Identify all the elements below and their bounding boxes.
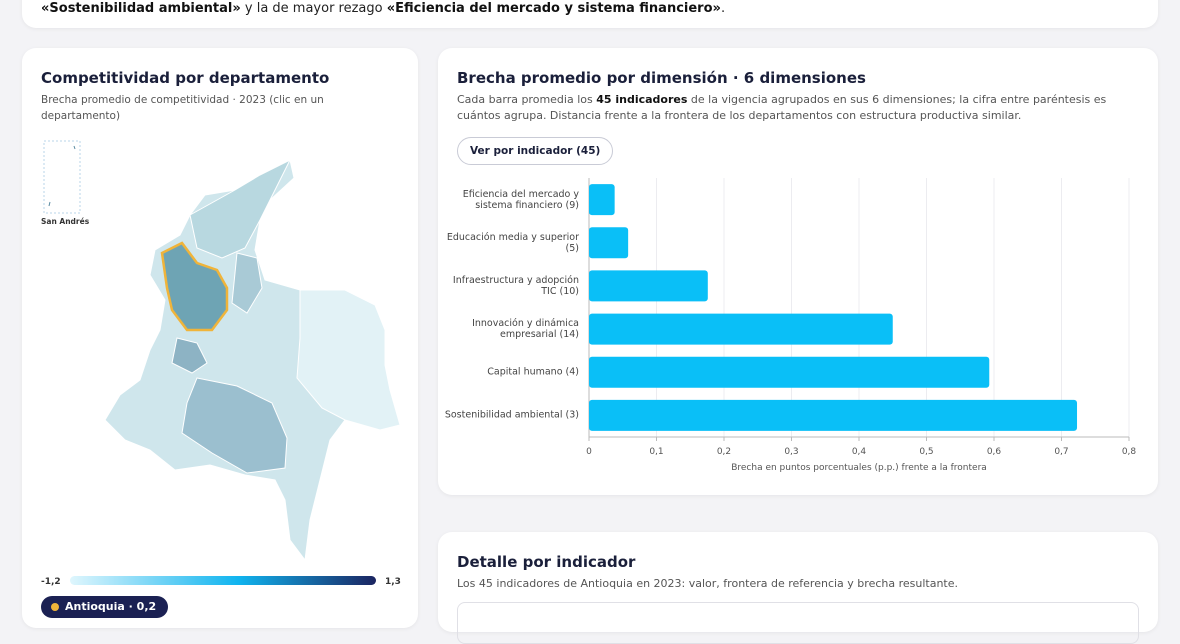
text-span: «Eficiencia del mercado y sistema financ… [386, 1, 721, 16]
inset-frame [43, 140, 81, 214]
text-span: Cada barra promedia los [457, 93, 597, 106]
page: «Sostenibilidad ambiental» y la de mayor… [22, 0, 1158, 644]
indicator-toggle-button[interactable]: Ver por indicador (45) [457, 137, 614, 165]
summary-text: «Sostenibilidad ambiental» y la de mayor… [41, 1, 725, 16]
selected-pill[interactable]: Antioquia · 0,2 [41, 596, 169, 618]
chart-title: Brecha promedio por dimensión · 6 dimens… [457, 69, 866, 87]
selected-dot [51, 603, 59, 611]
detail-subtitle: Los 45 indicadores de Antioquia en 2023:… [457, 577, 958, 590]
chart-subtitle: Cada barra promedia los 45 indicadores d… [457, 92, 1137, 124]
y-tick-label: Eficiencia del mercado y sistema financi… [462, 188, 579, 211]
map-title: Competitividad por departamento [41, 69, 330, 87]
inset-islands [48, 145, 76, 207]
y-tick-label: Sostenibilidad ambiental (3) [444, 409, 579, 421]
map: San Andrés -1,2 1,3 [41, 140, 401, 587]
text-span: . [720, 1, 726, 16]
detail-title: Detalle por indicador [457, 553, 636, 571]
text-span: de la vigencia agrupados en sus 6 dimens… [457, 93, 1107, 122]
y-tick-label: Capital humano (4) [487, 366, 579, 378]
selected-region [160, 241, 229, 332]
map-subtitle: Brecha promedio de competitividad · 2023… [41, 94, 324, 122]
text-span: «Sostenibilidad ambiental» [41, 1, 241, 16]
chart-card: Brecha promedio por dimensión · 6 dimens… [438, 48, 1158, 495]
detail-table-frame [457, 602, 1139, 644]
region-east [296, 289, 401, 431]
map-card: Competitividad por departamento Brecha p… [22, 48, 418, 628]
summary-card: «Sostenibilidad ambiental» y la de mayor… [22, 0, 1158, 28]
legend-max: 1,3 [385, 577, 401, 587]
y-tick-label: Innovación y dinámica empresarial (14) [472, 318, 579, 341]
legend-bar [70, 576, 376, 585]
detail-card: Detalle por indicador Los 45 indicadores… [438, 532, 1158, 644]
inset-label: San Andrés [41, 217, 90, 226]
region-central [231, 252, 263, 314]
y-tick-label: Educación media y superior (5) [446, 231, 579, 254]
legend-min: -1,2 [41, 577, 61, 587]
region-coffee [171, 337, 208, 374]
text-span: y la de mayor rezago [240, 1, 387, 16]
y-tick-label: Infraestructura y adopción TIC (10) [452, 274, 579, 297]
region-north [189, 158, 292, 259]
region-south [181, 377, 288, 474]
text-span: 45 indicadores [596, 93, 688, 106]
